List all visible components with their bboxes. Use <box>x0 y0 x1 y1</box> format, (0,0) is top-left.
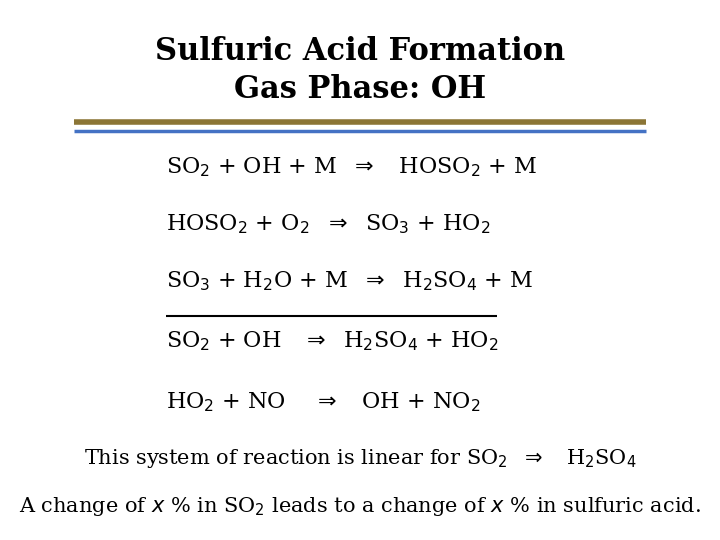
Text: Sulfuric Acid Formation: Sulfuric Acid Formation <box>155 36 565 67</box>
Text: HOSO$_2$ + O$_2$  $\Rightarrow$  SO$_3$ + HO$_2$: HOSO$_2$ + O$_2$ $\Rightarrow$ SO$_3$ + … <box>166 212 490 236</box>
Text: SO$_2$ + OH   $\Rightarrow$  H$_2$SO$_4$ + HO$_2$: SO$_2$ + OH $\Rightarrow$ H$_2$SO$_4$ + … <box>166 329 499 353</box>
Text: Gas Phase: OH: Gas Phase: OH <box>234 73 486 105</box>
Text: HO$_2$ + NO    $\Rightarrow$   OH + NO$_2$: HO$_2$ + NO $\Rightarrow$ OH + NO$_2$ <box>166 390 480 414</box>
Text: SO$_2$ + OH + M  $\Rightarrow$   HOSO$_2$ + M: SO$_2$ + OH + M $\Rightarrow$ HOSO$_2$ +… <box>166 156 537 179</box>
Text: This system of reaction is linear for SO$_2$  $\Rightarrow$   H$_2$SO$_4$: This system of reaction is linear for SO… <box>84 448 636 470</box>
Text: A change of $x$ % in SO$_2$ leads to a change of $x$ % in sulfuric acid.: A change of $x$ % in SO$_2$ leads to a c… <box>19 495 701 518</box>
Text: SO$_3$ + H$_2$O + M  $\Rightarrow$  H$_2$SO$_4$ + M: SO$_3$ + H$_2$O + M $\Rightarrow$ H$_2$S… <box>166 269 534 293</box>
